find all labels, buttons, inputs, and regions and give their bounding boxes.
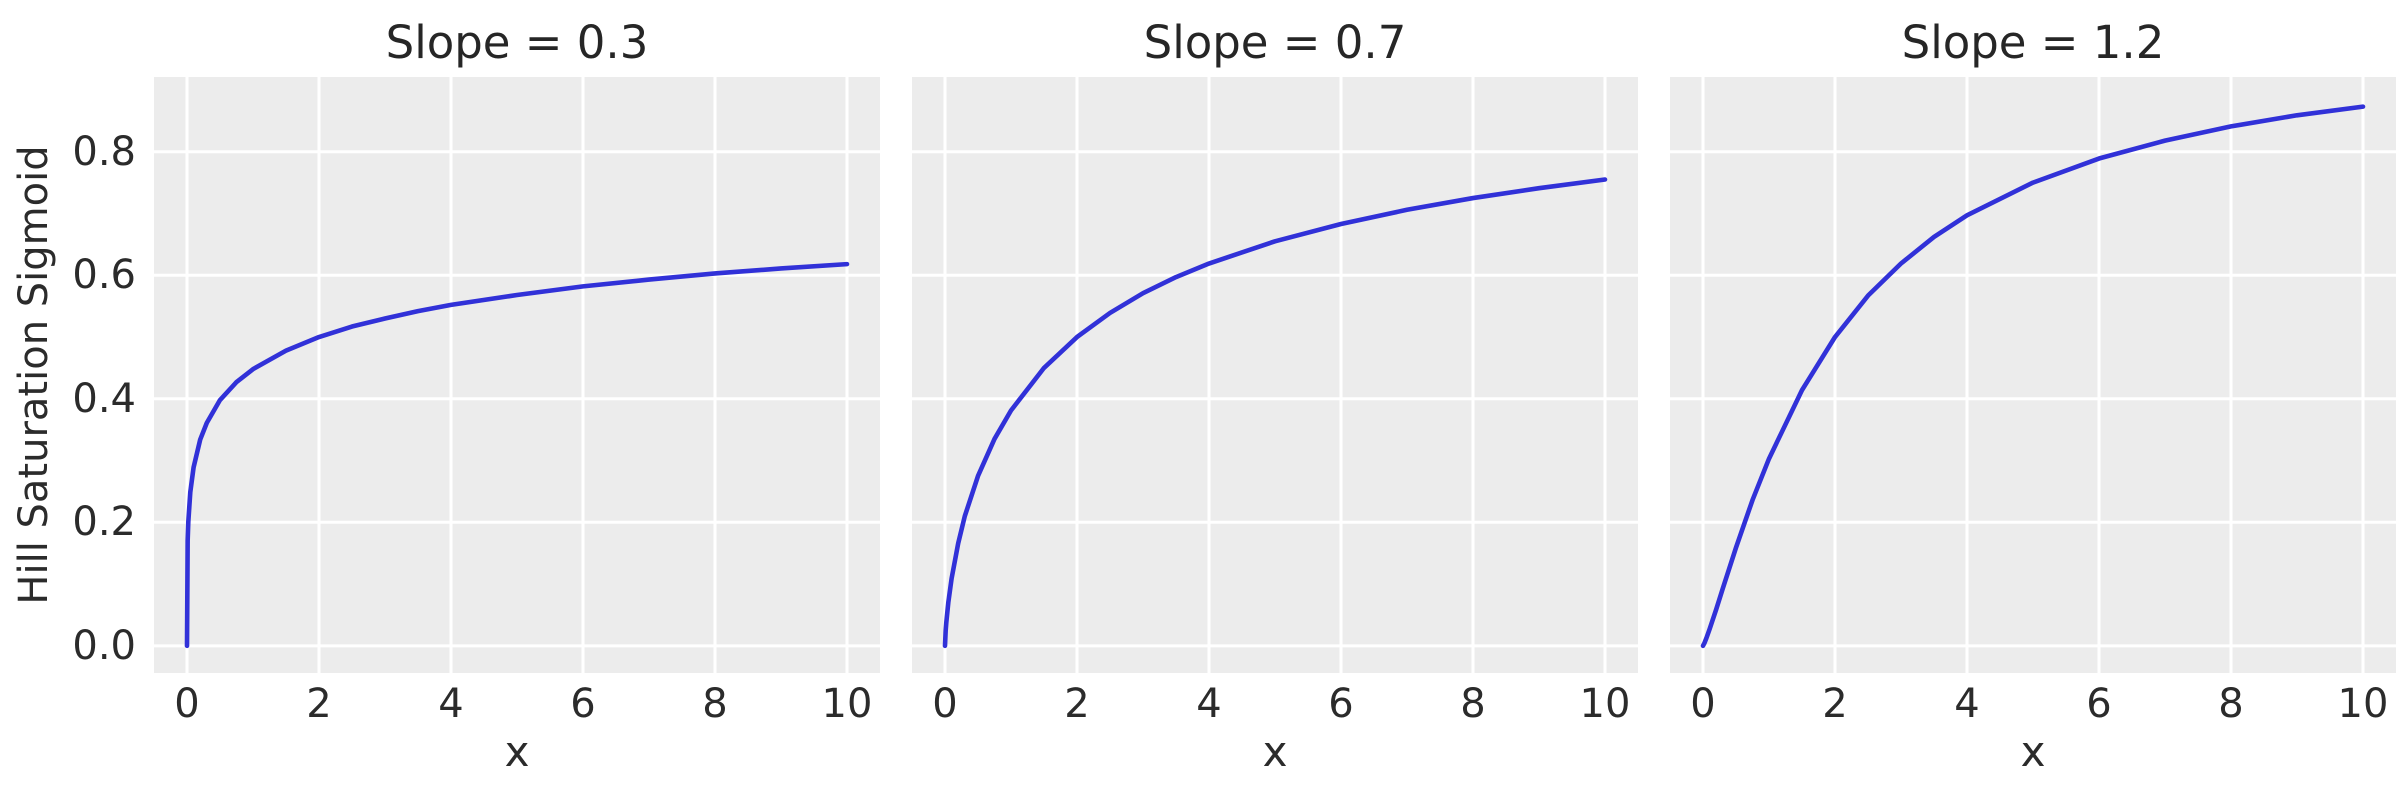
x-axis-tick-label: 0 [174,681,200,727]
x-axis-tick-label: 2 [306,681,332,727]
y-axis-tick-label: 0.8 [72,128,136,175]
subplot-title: Slope = 0.7 [1143,16,1407,69]
x-axis-tick-label: 0 [932,681,958,727]
x-axis-tick-label: 10 [2337,681,2389,727]
hill-curve [1700,104,2366,649]
x-axis-label: x [2020,727,2046,776]
x-axis-tick-label: 0 [1690,681,1716,727]
x-axis-tick-label: 8 [702,681,728,727]
y-axis-tick-label: 0.2 [72,499,136,546]
x-axis-tick-label: 8 [1460,681,1486,727]
hill-curve [942,177,1608,649]
plot-area [1670,77,2396,673]
x-axis-tick-label: 4 [1196,681,1222,727]
x-axis-tick-label: 10 [821,681,873,727]
plot-area [154,77,880,673]
x-axis-tick-label: 2 [1822,681,1848,727]
plot-area [912,77,1638,673]
x-axis-tick-label: 2 [1064,681,1090,727]
y-axis-tick-label: 0.0 [72,622,136,669]
y-axis-tick-label: 0.4 [72,375,136,422]
x-axis-label: x [504,727,530,776]
subplot-title: Slope = 0.3 [385,16,649,69]
x-axis-label: x [1262,727,1288,776]
x-axis-tick-label: 6 [570,681,596,727]
x-axis-tick-label: 6 [2086,681,2112,727]
x-axis-tick-label: 4 [438,681,464,727]
subplot-title: Slope = 1.2 [1901,16,2165,69]
x-axis-tick-label: 6 [1328,681,1354,727]
x-axis-tick-label: 4 [1954,681,1980,727]
x-axis-tick-label: 10 [1579,681,1631,727]
y-axis-tick-label: 0.6 [72,252,136,299]
hill-curve [184,261,850,649]
x-axis-tick-label: 8 [2218,681,2244,727]
